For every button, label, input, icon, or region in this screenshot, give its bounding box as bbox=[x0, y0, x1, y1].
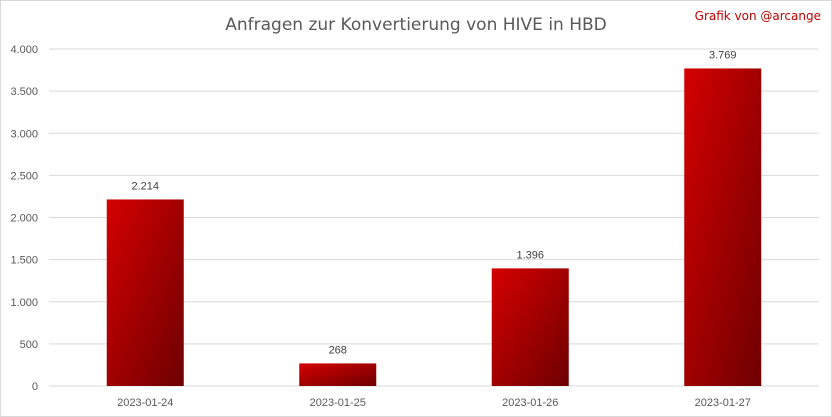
y-tick-label: 3.000 bbox=[10, 128, 38, 140]
y-tick-label: 2.500 bbox=[10, 170, 38, 182]
chart-credit: Grafik von @arcange bbox=[694, 9, 821, 23]
bar-2023-01-24 bbox=[106, 199, 184, 386]
x-tick-label: 2023-01-25 bbox=[310, 397, 366, 409]
x-tick-label: 2023-01-27 bbox=[695, 397, 751, 409]
chart-title: Anfragen zur Konvertierung von HIVE in H… bbox=[225, 15, 607, 35]
y-tick-label: 0 bbox=[32, 381, 38, 393]
y-tick-label: 1.000 bbox=[10, 297, 38, 309]
y-axis-ticks: 0 500 1.000 1.500 2.000 2.500 3.000 3.500 4.000 bbox=[10, 44, 38, 393]
data-label: 1.396 bbox=[516, 249, 544, 261]
data-label: 2.214 bbox=[131, 180, 159, 192]
bar-2023-01-26 bbox=[491, 268, 569, 386]
y-tick-label: 2.000 bbox=[10, 213, 38, 225]
x-tick-label: 2023-01-26 bbox=[502, 397, 558, 409]
y-tick-label: 1.500 bbox=[10, 255, 38, 267]
data-label: 268 bbox=[329, 344, 347, 356]
bar-2023-01-27 bbox=[684, 68, 762, 387]
y-tick-label: 4.000 bbox=[10, 44, 38, 56]
y-tick-label: 3.500 bbox=[10, 86, 38, 98]
data-labels: 2.214 268 1.396 3.769 bbox=[131, 49, 736, 356]
bar-2023-01-25 bbox=[299, 363, 377, 386]
bars bbox=[106, 68, 762, 387]
y-tick-label: 500 bbox=[20, 339, 38, 351]
data-label: 3.769 bbox=[709, 49, 737, 61]
x-axis-ticks: 2023-01-24 2023-01-25 2023-01-26 2023-01-27 bbox=[117, 397, 751, 409]
x-tick-label: 2023-01-24 bbox=[117, 397, 173, 409]
